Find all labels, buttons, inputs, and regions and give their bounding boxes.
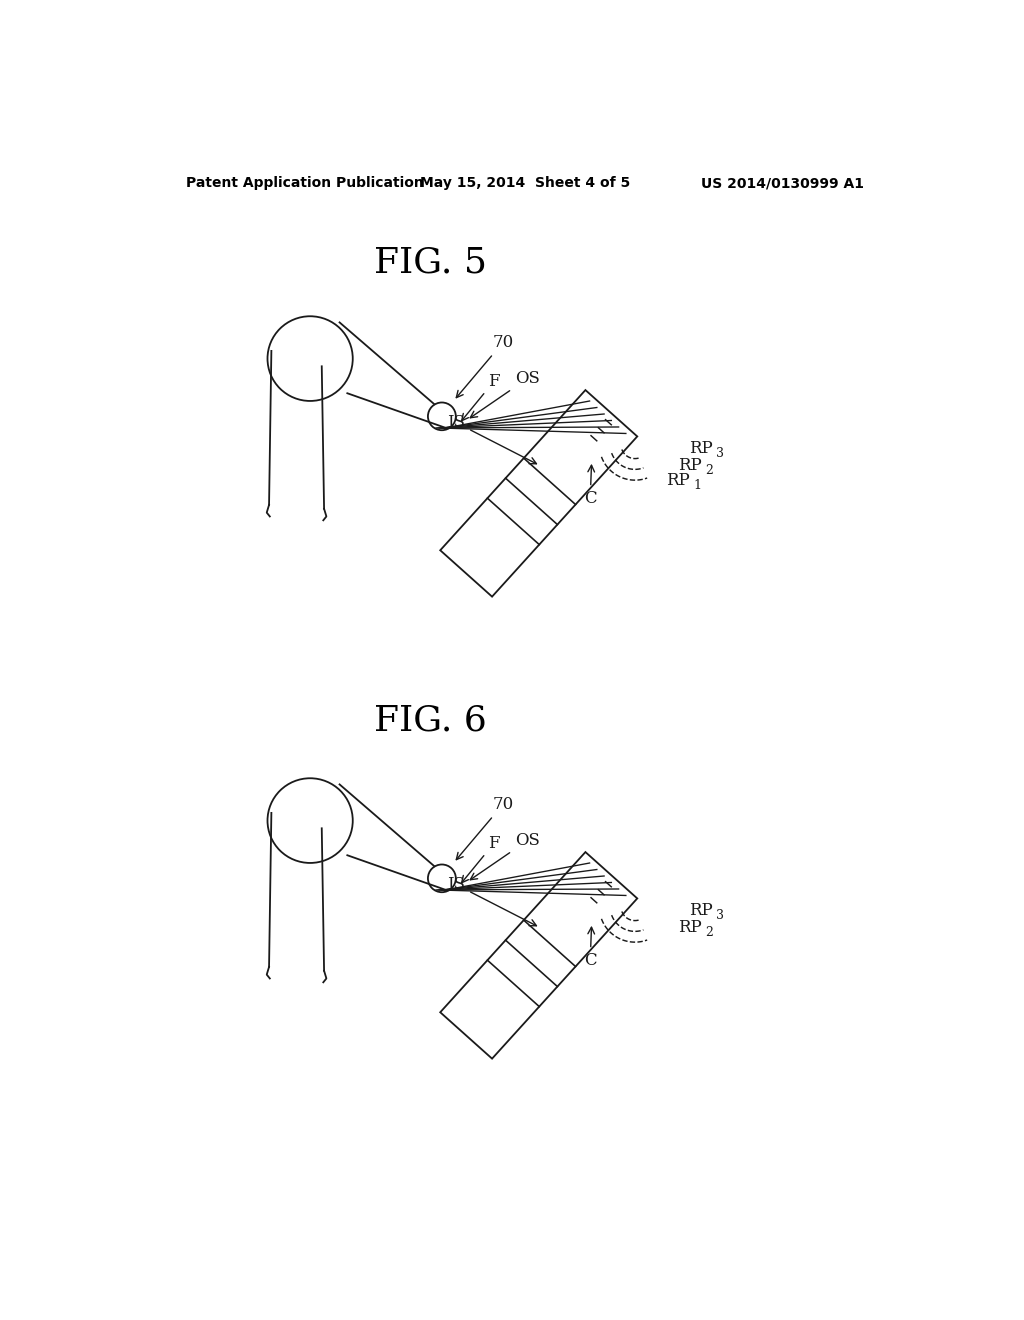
Text: US 2014/0130999 A1: US 2014/0130999 A1 xyxy=(701,176,864,190)
Text: 3: 3 xyxy=(717,908,724,921)
Text: FIG. 6: FIG. 6 xyxy=(374,704,486,738)
Text: C: C xyxy=(584,927,597,969)
Text: RP: RP xyxy=(689,440,713,457)
Text: OS: OS xyxy=(470,370,540,417)
Text: Patent Application Publication: Patent Application Publication xyxy=(186,176,424,190)
Text: 70: 70 xyxy=(457,334,513,397)
Text: RP: RP xyxy=(678,457,701,474)
Text: RP: RP xyxy=(666,473,690,490)
Text: 3: 3 xyxy=(717,446,724,459)
Text: C: C xyxy=(584,465,597,507)
Text: 2: 2 xyxy=(705,925,713,939)
Text: FIG. 5: FIG. 5 xyxy=(374,246,486,280)
Text: F: F xyxy=(462,372,500,421)
Text: OS: OS xyxy=(470,832,540,879)
Text: RP: RP xyxy=(678,919,701,936)
Text: RP: RP xyxy=(689,902,713,919)
Text: 1: 1 xyxy=(693,479,701,492)
Text: 2: 2 xyxy=(705,463,713,477)
Text: 70: 70 xyxy=(457,796,513,859)
Text: IS: IS xyxy=(447,876,537,925)
Text: May 15, 2014  Sheet 4 of 5: May 15, 2014 Sheet 4 of 5 xyxy=(420,176,630,190)
Text: F: F xyxy=(462,834,500,883)
Text: IS: IS xyxy=(447,414,537,463)
